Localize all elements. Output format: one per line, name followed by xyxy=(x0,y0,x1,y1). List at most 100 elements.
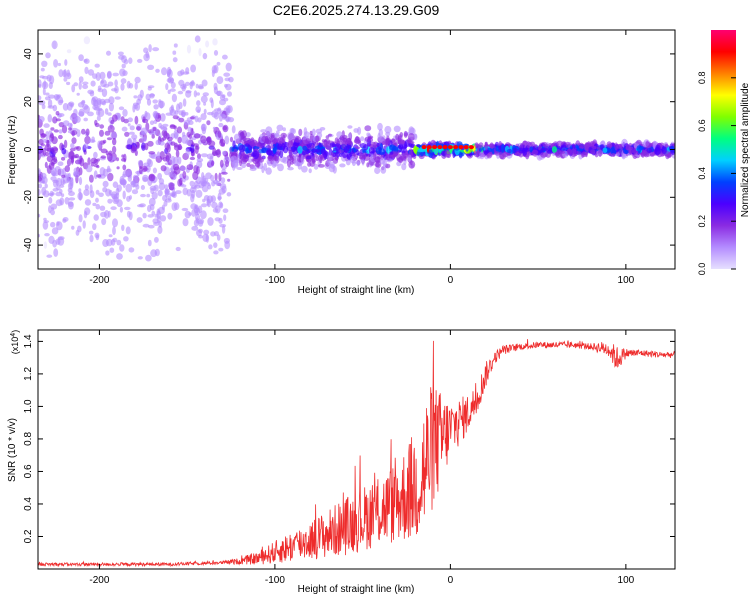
spectrogram-cell xyxy=(541,147,548,151)
spectrogram-cell xyxy=(301,139,309,146)
spectrogram-cell xyxy=(81,128,86,135)
spectrogram-cell xyxy=(61,148,67,155)
spectrogram-cell xyxy=(216,61,221,66)
spectrogram-cell xyxy=(203,108,207,115)
spectrogram-cell xyxy=(334,143,341,151)
spectrogram-cell xyxy=(205,234,210,243)
spectrogram-cell xyxy=(85,164,93,173)
spectrogram-cell xyxy=(116,253,123,260)
spectrogram-cell xyxy=(232,159,239,169)
spectrogram-cell xyxy=(625,144,630,151)
spectrogram-cell xyxy=(168,182,175,191)
spectrogram-cell xyxy=(223,214,227,221)
spectrogram-cell xyxy=(374,162,380,168)
spectrogram-cell xyxy=(293,155,298,160)
spectrogram-cell xyxy=(167,89,171,95)
spectrogram-cell xyxy=(479,151,485,160)
spectrogram-cell xyxy=(106,137,113,141)
spectrogram-cell xyxy=(55,111,60,116)
spectrogram-cell xyxy=(153,111,159,120)
spectrogram-cell xyxy=(357,126,362,135)
spectrogram-cell xyxy=(180,69,185,76)
spectrogram-cell xyxy=(211,110,218,118)
spectrogram-cell xyxy=(195,189,203,198)
spectrogram-cell xyxy=(82,220,86,229)
spectrogram-cell xyxy=(93,214,99,221)
spectrogram-cell xyxy=(408,143,413,148)
spectrogram-cell xyxy=(213,64,219,74)
spectrogram-cell xyxy=(57,161,64,166)
spectrogram-cell xyxy=(165,83,169,91)
spectrogram-cell xyxy=(200,153,208,158)
spectrogram-cell xyxy=(205,40,210,48)
spectrogram-cell xyxy=(222,208,229,213)
spectrogram-cell xyxy=(107,172,114,182)
spectrogram-cell xyxy=(65,72,72,80)
spectrogram-cell xyxy=(183,120,191,126)
snr-y-axis-label: SNR (10 * v/v) xyxy=(7,418,18,482)
spectrogram-cell xyxy=(475,144,482,149)
spectrogram-cell xyxy=(225,105,231,114)
spectrogram-cell xyxy=(96,115,101,121)
spectrogram-cell xyxy=(101,218,107,226)
spectrogram-cell xyxy=(223,72,231,77)
spectrogram-cell xyxy=(152,47,160,52)
spectrogram-cell xyxy=(315,156,319,161)
spectrogram-cell xyxy=(377,155,382,160)
spectrogram-x-axis-label: Height of straight line (km) xyxy=(298,285,415,296)
spectrogram-cell xyxy=(196,229,202,237)
spectrogram-cell xyxy=(408,126,415,135)
spectrogram-cell xyxy=(232,140,236,149)
spectrogram-cell xyxy=(614,142,618,151)
spectrogram-cell xyxy=(122,164,127,171)
spectrogram-cell xyxy=(57,113,65,117)
spectrogram-cell xyxy=(401,163,407,171)
spectrogram-cell xyxy=(76,92,80,96)
spectrogram-cell xyxy=(101,101,107,106)
spectrogram-cell xyxy=(102,180,109,188)
spectrogram-cell xyxy=(106,71,112,79)
spectrogram-cell xyxy=(347,133,352,138)
spectrogram-cell xyxy=(130,180,136,188)
spectrogram-cell xyxy=(179,177,183,186)
spectrogram-cell xyxy=(207,217,214,226)
spectrogram-cell xyxy=(74,114,79,123)
spectrogram-cell xyxy=(162,194,168,202)
spectrogram-cell xyxy=(220,177,226,184)
spectrogram-peak-cell xyxy=(458,145,464,150)
spectrogram-cell xyxy=(272,146,277,153)
spectrogram-cell xyxy=(112,196,120,205)
spectrogram-cell xyxy=(346,137,352,144)
spectrogram-cell xyxy=(404,144,408,149)
spectrogram-cell xyxy=(332,152,337,158)
spectrogram-cell xyxy=(61,156,66,161)
spectrogram-cell xyxy=(137,159,144,167)
spectrogram-cell xyxy=(193,90,198,98)
spectrogram-cell xyxy=(125,183,132,193)
spectrogram-cell xyxy=(46,155,54,163)
spectrogram-cell xyxy=(206,153,214,160)
spectrogram-cell xyxy=(590,149,596,155)
spectrogram-cell xyxy=(282,134,286,143)
spectrogram-cell xyxy=(73,82,79,87)
spectrogram-cell xyxy=(58,168,64,177)
spectrogram-cell xyxy=(97,140,102,149)
spectrogram-cell xyxy=(77,225,82,233)
spectrogram-cell xyxy=(239,157,242,167)
spectrogram-cell xyxy=(98,192,104,198)
spectrogram-y-tick-label: 0 xyxy=(23,146,34,152)
spectrogram-cell xyxy=(87,89,95,95)
spectrogram-cell xyxy=(327,154,333,162)
spectrogram-cell xyxy=(260,129,267,133)
spectrogram-cell xyxy=(126,210,131,218)
spectrogram-cell xyxy=(208,140,216,147)
spectrogram-peak-cell xyxy=(468,145,474,150)
spectrogram-cell xyxy=(42,221,49,230)
spectrogram-cell xyxy=(193,133,201,139)
spectrogram-cell xyxy=(194,115,199,123)
spectrogram-cell xyxy=(319,127,326,131)
spectrogram-cell xyxy=(90,80,96,87)
spectrogram-cell xyxy=(134,82,138,90)
